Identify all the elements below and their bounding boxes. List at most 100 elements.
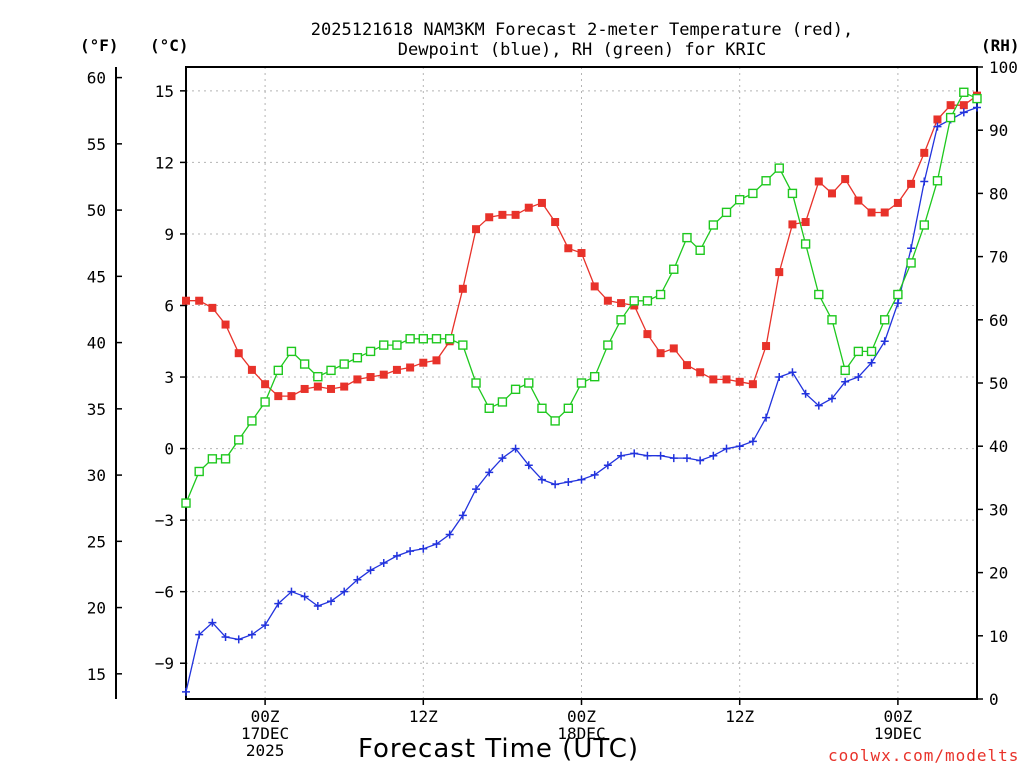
2-meter-temperature-point <box>498 210 507 219</box>
rh-point <box>748 188 758 199</box>
rh-point <box>827 315 837 325</box>
rh-tick-label: 50 <box>989 374 1008 393</box>
2-meter-temperature-point <box>432 356 441 365</box>
rh-tick-label: 30 <box>989 500 1008 519</box>
dewpoint-point <box>208 618 217 627</box>
rh-point <box>616 315 626 325</box>
dewpoint-point <box>511 444 520 453</box>
dewpoint-point <box>182 687 190 696</box>
2-meter-temperature-point <box>182 296 190 305</box>
fahrenheit-tick-label: 50 <box>87 201 106 220</box>
celsius-tick-label: −9 <box>155 654 174 673</box>
rh-point <box>326 365 336 376</box>
2-meter-temperature-point <box>195 296 204 305</box>
rh-point <box>550 416 560 426</box>
dewpoint-point <box>247 630 256 639</box>
fahrenheit-tick-label: 15 <box>87 665 106 684</box>
rh-point <box>840 365 850 376</box>
celsius-tick-label: 12 <box>155 153 174 172</box>
dewpoint-point <box>366 566 375 575</box>
2-meter-temperature-point <box>748 380 757 389</box>
rh-point <box>932 176 943 186</box>
dewpoint-point <box>590 470 599 479</box>
fahrenheit-tick-label: 20 <box>87 599 106 618</box>
rh-point <box>234 435 244 445</box>
2-meter-temperature-point <box>234 349 243 358</box>
dewpoint-point <box>195 630 204 639</box>
dewpoint-point <box>617 451 626 460</box>
rh-point <box>906 258 916 268</box>
rh-point <box>945 112 956 123</box>
rh-point <box>893 289 903 300</box>
dewpoint-point <box>827 394 836 403</box>
2-meter-temperature-point <box>933 115 942 124</box>
celsius-unit-label: (°C) <box>150 36 189 55</box>
dewpoint-point <box>445 530 454 539</box>
dewpoint-point <box>485 468 494 477</box>
dewpoint-point <box>379 559 388 568</box>
2-meter-temperature-point <box>247 365 256 374</box>
2-meter-temperature-point <box>643 330 652 339</box>
rh-point <box>537 403 547 413</box>
2-meter-temperature-point <box>300 384 309 393</box>
dewpoint-point <box>814 401 823 410</box>
x-tick-label: 00Z <box>567 707 596 726</box>
2-meter-temperature-point <box>775 268 784 277</box>
rh-point <box>972 93 982 104</box>
2-meter-temperature-point <box>590 282 599 291</box>
2-meter-temperature-point <box>920 148 929 157</box>
dewpoint-point <box>775 373 784 382</box>
rh-point <box>484 403 494 413</box>
2-meter-temperature-point <box>458 284 467 293</box>
2-meter-temperature-point <box>221 320 230 329</box>
rh-point <box>286 346 297 357</box>
rh-point <box>260 397 270 407</box>
dewpoint-point <box>880 337 889 346</box>
2-meter-temperature-point <box>274 392 283 401</box>
2-meter-temperature-point <box>208 303 217 312</box>
dewpoint-point <box>643 451 652 460</box>
x-tick-label: 12Z <box>409 707 438 726</box>
rh-point <box>379 340 389 350</box>
rh-point <box>959 87 969 97</box>
fahrenheit-tick-label: 55 <box>87 135 106 154</box>
rh-point <box>365 346 376 357</box>
x-tick-label: 19DEC <box>874 724 922 743</box>
2-meter-temperature-point <box>907 179 916 188</box>
dewpoint-point <box>524 461 533 470</box>
dewpoint-point <box>722 444 731 453</box>
2-meter-temperature-point <box>327 384 336 393</box>
rh-point <box>682 232 692 243</box>
fahrenheit-tick-label: 30 <box>87 466 106 485</box>
2-meter-temperature-point <box>722 375 731 384</box>
x-tick-label: 12Z <box>725 707 754 726</box>
rh-point <box>735 195 745 205</box>
dewpoint-point <box>801 389 810 398</box>
dewpoint-point <box>261 621 270 630</box>
dewpoint-point <box>603 461 612 470</box>
2-meter-temperature-point <box>880 208 889 217</box>
rh-point <box>392 340 402 350</box>
rh-tick-label: 60 <box>989 311 1008 330</box>
fahrenheit-tick-label: 60 <box>87 69 106 88</box>
2-meter-temperature-point <box>867 208 876 217</box>
2-meter-temperature-point <box>313 382 322 391</box>
source-credit: coolwx.com/modelts <box>828 746 1020 765</box>
dewpoint-point <box>221 632 230 641</box>
rh-point <box>787 188 798 199</box>
dewpoint-point <box>537 475 546 484</box>
dewpoint-point <box>458 511 467 520</box>
rh-point <box>880 315 890 325</box>
dewpoint-point <box>682 454 691 463</box>
rh-point <box>510 384 521 395</box>
2-meter-temperature-point <box>379 370 388 379</box>
dewpoint-point <box>893 299 902 308</box>
2-meter-temperature-point <box>854 196 863 205</box>
dewpoint-point <box>313 601 322 610</box>
rh-tick-label: 80 <box>989 184 1008 203</box>
2-meter-temperature-point <box>392 365 401 374</box>
dewpoint-point <box>577 475 586 484</box>
2-meter-temperature-point <box>801 218 810 227</box>
2-meter-temperature-point <box>366 373 375 382</box>
rh-point <box>207 454 218 464</box>
